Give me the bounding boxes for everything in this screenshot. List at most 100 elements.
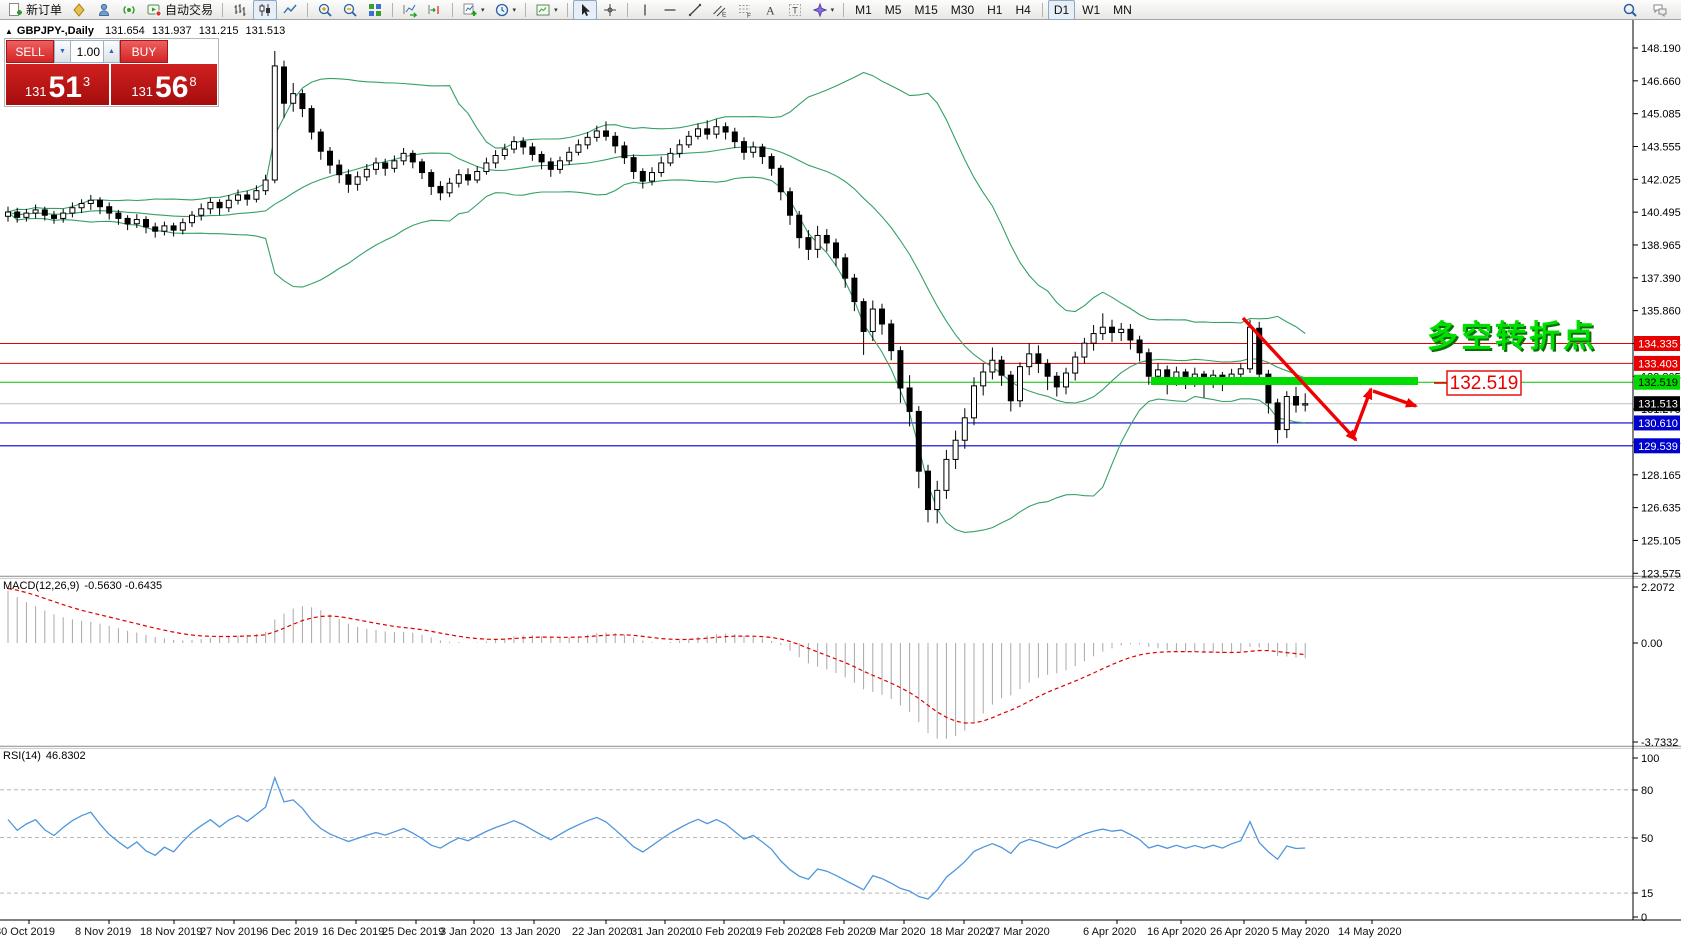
sell-price-prefix: 131 xyxy=(24,84,47,99)
trendline-button[interactable] xyxy=(683,0,707,20)
chart-shift-button[interactable] xyxy=(423,0,447,20)
cursor-button[interactable] xyxy=(572,0,597,20)
new-chart-button[interactable]: ▾ xyxy=(458,0,489,20)
zoom-in-button[interactable] xyxy=(313,0,337,20)
toolbar-item-label: W1 xyxy=(1082,2,1101,17)
buy-price-button[interactable]: 131 56 8 xyxy=(111,64,217,105)
tile-windows-icon xyxy=(367,2,383,18)
horizontal-line-button[interactable] xyxy=(658,0,682,20)
equidistant-channel-icon: E xyxy=(712,2,728,18)
trendline-icon xyxy=(687,2,703,18)
community-icon xyxy=(96,2,112,18)
timeframe-m5[interactable]: M5 xyxy=(879,0,908,20)
line-chart-icon xyxy=(282,2,298,18)
supply-zone-band[interactable] xyxy=(1151,377,1418,385)
new-order-button[interactable]: 新订单 xyxy=(3,0,66,20)
search-button[interactable] xyxy=(1618,0,1642,20)
bar-chart-button[interactable] xyxy=(228,0,252,20)
auto-trading-icon xyxy=(146,2,162,18)
timeframe-mn[interactable]: MN xyxy=(1107,0,1138,20)
crosshair-icon xyxy=(602,2,618,18)
sell-button[interactable]: SELL xyxy=(6,40,54,63)
trend-arrows[interactable] xyxy=(1241,316,1418,442)
timeframe-h4[interactable]: H4 xyxy=(1009,0,1036,20)
macd-signal-line xyxy=(7,587,1306,724)
buy-button[interactable]: BUY xyxy=(120,40,168,63)
chevron-down-icon: ▾ xyxy=(481,6,485,14)
zoom-out-button[interactable] xyxy=(338,0,362,20)
chat-button[interactable] xyxy=(1648,0,1672,20)
toolbar-separator xyxy=(843,2,845,17)
timeframe-m1[interactable]: M1 xyxy=(849,0,878,20)
text-button[interactable]: A xyxy=(758,0,782,20)
toolbar-item-label: MN xyxy=(1113,2,1132,17)
svg-text:31 Jan 2020: 31 Jan 2020 xyxy=(631,926,692,938)
profiles-icon xyxy=(494,2,510,18)
profiles-button[interactable]: ▾ xyxy=(490,0,521,20)
svg-text:9 Mar 2020: 9 Mar 2020 xyxy=(870,926,926,938)
price-level-lines[interactable] xyxy=(0,342,1633,447)
text-label-button[interactable]: T xyxy=(783,0,807,20)
market-button[interactable] xyxy=(67,0,91,20)
rsi-value: 46.8302 xyxy=(45,750,86,762)
ohlc-low: 131.215 xyxy=(198,25,239,37)
templates-button[interactable]: ▾ xyxy=(531,0,562,20)
svg-text:140.495: 140.495 xyxy=(1641,207,1681,219)
svg-text:18 Mar 2020: 18 Mar 2020 xyxy=(930,926,992,938)
symbol-title: GBPJPY-,Daily xyxy=(16,25,94,37)
svg-text:15: 15 xyxy=(1641,888,1653,900)
svg-text:30 Oct 2019: 30 Oct 2019 xyxy=(0,926,55,938)
text-icon: A xyxy=(762,2,778,18)
ohlc-open: 131.654 xyxy=(105,25,145,37)
line-chart-button[interactable] xyxy=(278,0,302,20)
crosshair-button[interactable] xyxy=(598,0,622,20)
svg-text:80: 80 xyxy=(1641,785,1653,797)
sell-price-button[interactable]: 131 51 3 xyxy=(6,64,109,105)
volume-input[interactable] xyxy=(71,40,103,63)
svg-text:128.165: 128.165 xyxy=(1641,470,1681,482)
timeframe-d1[interactable]: D1 xyxy=(1047,0,1076,20)
shapes-button[interactable]: ▾ xyxy=(808,0,839,20)
equidistant-channel-button[interactable]: E xyxy=(708,0,732,20)
auto-trading-button[interactable]: 自动交易 xyxy=(142,0,217,20)
price-tag-annotation[interactable]: 132.519 xyxy=(1434,370,1522,396)
fibonacci-icon: F xyxy=(737,2,753,18)
svg-text:145.085: 145.085 xyxy=(1641,109,1681,121)
candle-chart-button[interactable] xyxy=(253,0,278,20)
svg-text:16 Apr 2020: 16 Apr 2020 xyxy=(1147,926,1206,938)
timeframe-h1[interactable]: H1 xyxy=(981,0,1008,20)
svg-text:132.519: 132.519 xyxy=(1450,373,1519,394)
macd-histogram xyxy=(7,590,1306,739)
buy-price-big: 56 xyxy=(155,71,189,104)
bollinger-bands xyxy=(7,71,1306,533)
price-axis[interactable]: 148.190 146.660 145.085 143.555 142.025 140.4… xyxy=(1632,19,1681,924)
timeframe-w1[interactable]: W1 xyxy=(1076,0,1106,20)
svg-text:142.025: 142.025 xyxy=(1641,174,1681,186)
auto-scroll-button[interactable] xyxy=(398,0,422,20)
toolbar-separator xyxy=(452,2,454,17)
vertical-line-button[interactable] xyxy=(633,0,657,20)
timeframe-m30[interactable]: M30 xyxy=(945,0,980,20)
bar-chart-icon xyxy=(232,2,248,18)
signals-button[interactable] xyxy=(117,0,141,20)
volume-decrease-button[interactable]: ▼ xyxy=(54,40,71,63)
toolbar-separator xyxy=(222,2,224,17)
toolbar-item-label: M30 xyxy=(950,2,975,17)
search-icon xyxy=(1622,2,1638,18)
tile-windows-button[interactable] xyxy=(363,0,387,20)
volume-increase-button[interactable]: ▲ xyxy=(103,40,120,63)
caret-down-icon: ▼ xyxy=(59,48,66,55)
svg-text:10 Feb 2020: 10 Feb 2020 xyxy=(690,926,752,938)
community-button[interactable] xyxy=(92,0,116,20)
svg-text:多空转折点: 多空转折点 xyxy=(1429,321,1599,356)
fibonacci-button[interactable]: F xyxy=(733,0,757,20)
collapse-marker-icon[interactable]: ▲ xyxy=(5,27,13,36)
toolbar-item-label: 自动交易 xyxy=(165,3,214,17)
timeframe-m15[interactable]: M15 xyxy=(908,0,943,20)
zoom-in-icon xyxy=(317,2,333,18)
svg-text:135.860: 135.860 xyxy=(1641,306,1681,318)
